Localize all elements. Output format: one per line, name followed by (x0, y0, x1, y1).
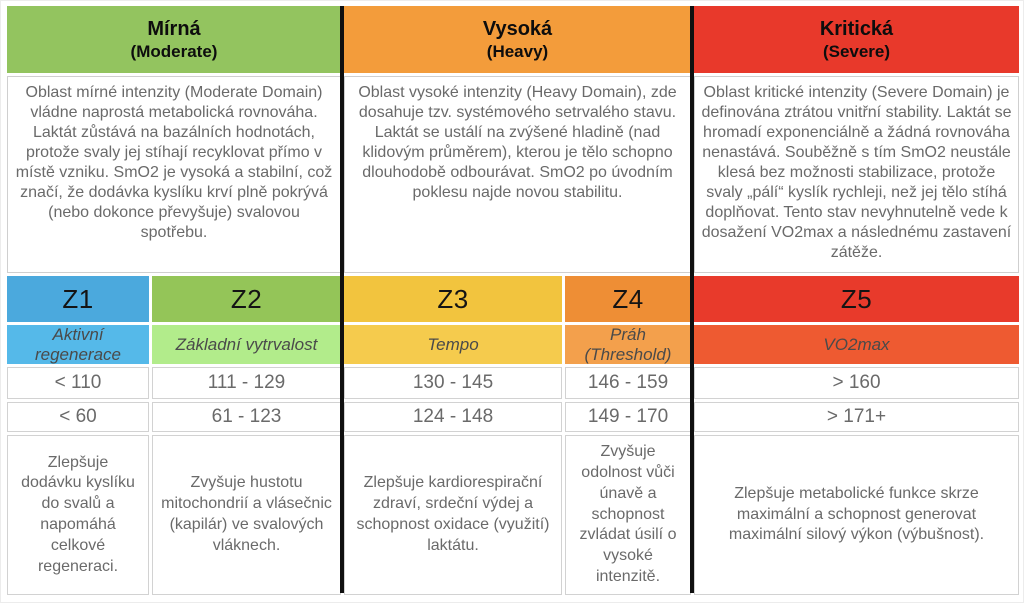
zone-range2-z2: 61 - 123 (152, 402, 341, 432)
zone-range2-z4: 149 - 170 (565, 402, 691, 432)
zone-range1-z4: 146 - 159 (565, 367, 691, 399)
zone-name-z4: Práh (Threshold) (565, 325, 691, 364)
description-text: Oblast vysoké intenzity (Heavy Domain), … (358, 84, 677, 201)
zone-range2-z3: 124 - 148 (344, 402, 562, 432)
domain-subtitle: (Moderate) (130, 41, 218, 61)
domain-subtitle: (Severe) (822, 41, 891, 61)
zones-grid: Mírná (Moderate) Vysoká (Heavy) Kritická… (7, 6, 1019, 595)
zone-range1-z5: > 160 (694, 367, 1019, 399)
domain-description-heavy: Oblast vysoké intenzity (Heavy Domain), … (344, 76, 691, 273)
domain-subtitle: (Heavy) (486, 41, 549, 61)
zone-benefit-z2: Zvyšuje hustotu mitochondrií a vlásečnic… (152, 435, 341, 595)
zone-range2-z5: > 171+ (694, 402, 1019, 432)
zone-benefit-z4: Zvyšuje odolnost vůči únavě a schopnost … (565, 435, 691, 595)
zone-header-z4: Z4 (565, 276, 691, 322)
domain-header-moderate: Mírná (Moderate) (7, 6, 341, 73)
zone-name-z1: Aktivní regenerace (7, 325, 149, 364)
description-text: Oblast kritické intenzity (Severe Domain… (701, 84, 1012, 261)
zone-range1-z2: 111 - 129 (152, 367, 341, 399)
domain-header-heavy: Vysoká (Heavy) (344, 6, 691, 73)
domain-description-moderate: Oblast mírné intenzity (Moderate Domain)… (7, 76, 341, 273)
zone-header-z2: Z2 (152, 276, 341, 322)
domain-description-severe: Oblast kritické intenzity (Severe Domain… (694, 76, 1019, 273)
zone-name-z3: Tempo (344, 325, 562, 364)
zone-header-z1: Z1 (7, 276, 149, 322)
zone-range1-z1: < 110 (7, 367, 149, 399)
zone-range1-z3: 130 - 145 (344, 367, 562, 399)
domain-header-severe: Kritická (Severe) (694, 6, 1019, 73)
zone-name-z5: VO2max (694, 325, 1019, 364)
zone-header-z5: Z5 (694, 276, 1019, 322)
zone-header-z3: Z3 (344, 276, 562, 322)
zone-benefit-z1: Zlepšuje dodávku kyslíku do svalů a napo… (7, 435, 149, 595)
domain-title: Mírná (147, 17, 201, 40)
zone-benefit-z5: Zlepšuje metabolické funkce skrze maximá… (694, 435, 1019, 595)
zone-benefit-z3: Zlepšuje kardiorespirační zdraví, srdečn… (344, 435, 562, 595)
zone-range2-z1: < 60 (7, 402, 149, 432)
zone-name-z2: Základní vytrvalost (152, 325, 341, 364)
description-text: Oblast mírné intenzity (Moderate Domain)… (15, 84, 333, 241)
domain-title: Vysoká (482, 17, 553, 40)
domain-title: Kritická (819, 17, 894, 40)
